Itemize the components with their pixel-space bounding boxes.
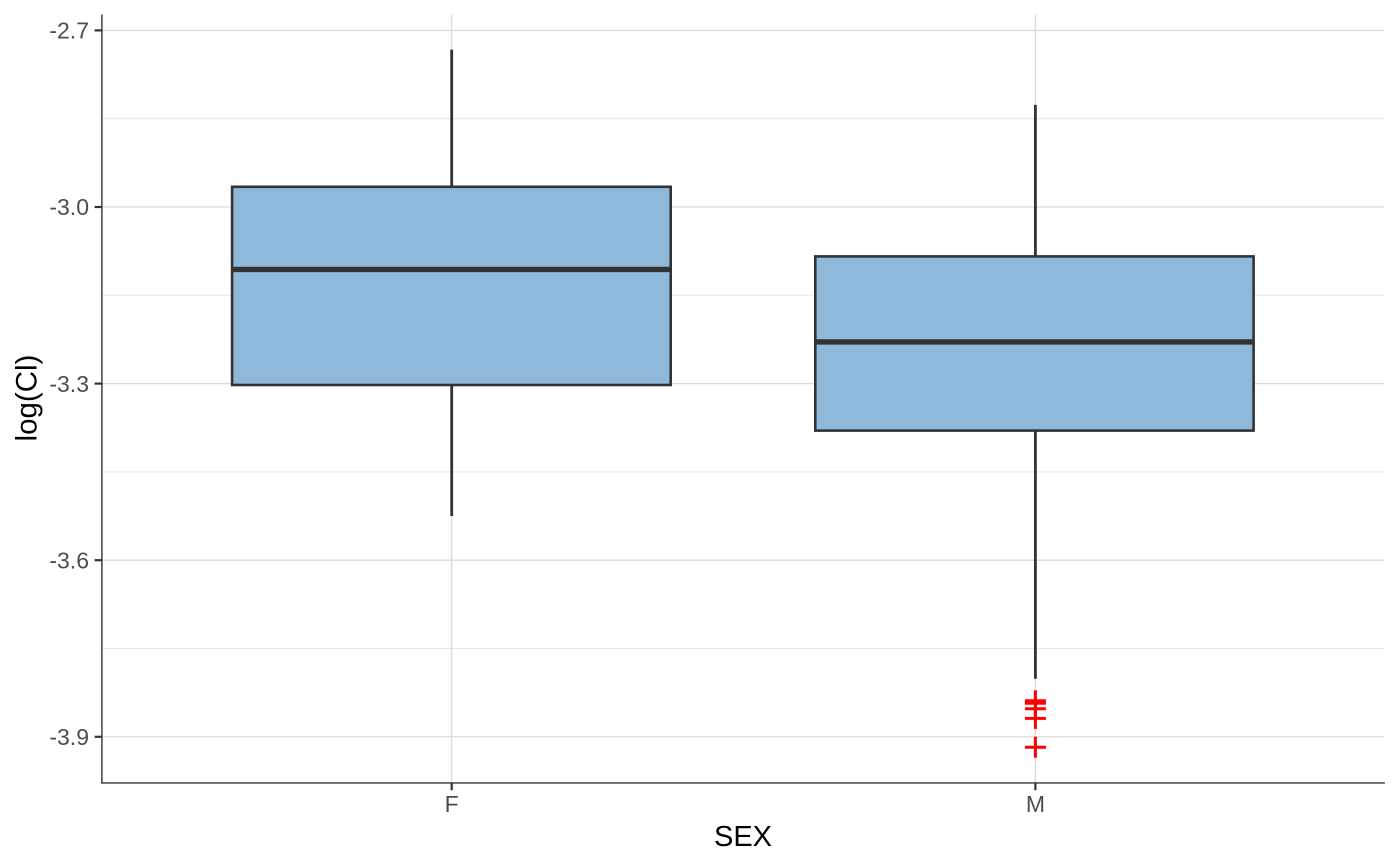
svg-text:-2.7: -2.7 [49, 18, 89, 44]
svg-text:-3.9: -3.9 [49, 724, 89, 750]
svg-text:SEX: SEX [714, 821, 772, 853]
svg-text:F: F [445, 791, 459, 817]
svg-text:-3.0: -3.0 [49, 194, 89, 220]
svg-text:-3.6: -3.6 [49, 547, 89, 573]
svg-text:-3.3: -3.3 [49, 371, 89, 397]
svg-text:M: M [1026, 791, 1045, 817]
svg-text:log(Cl): log(Cl) [11, 355, 44, 442]
